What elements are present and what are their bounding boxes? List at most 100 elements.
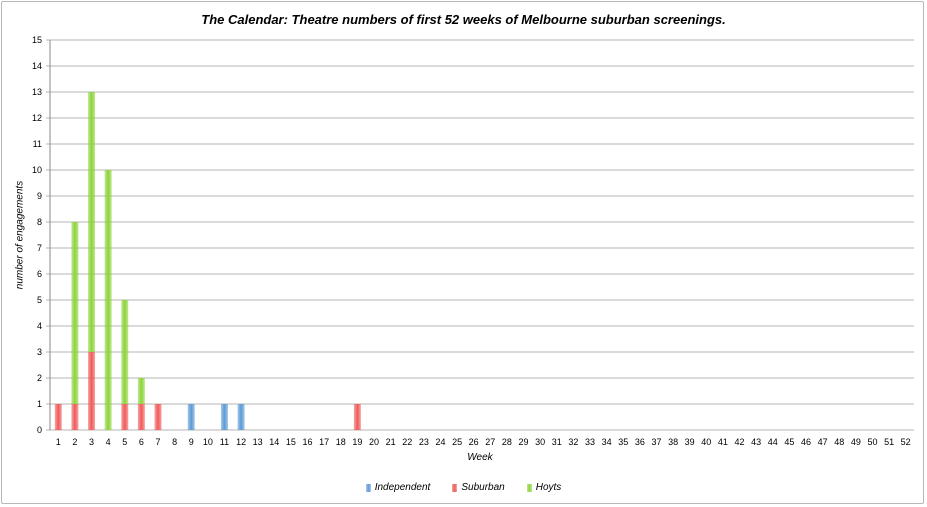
bar-suburban-week-5 bbox=[121, 404, 129, 430]
x-tick-label: 23 bbox=[419, 437, 429, 447]
x-tick-label: 37 bbox=[651, 437, 661, 447]
legend-item-suburban: Suburban bbox=[452, 482, 505, 493]
bar-independent-week-9 bbox=[187, 404, 195, 430]
x-tick-label: 31 bbox=[552, 437, 562, 447]
y-tick-label: 14 bbox=[32, 61, 42, 71]
x-tick-label: 6 bbox=[139, 437, 144, 447]
x-tick-label: 4 bbox=[106, 437, 111, 447]
x-tick-label: 20 bbox=[369, 437, 379, 447]
x-axis-label: Week bbox=[467, 452, 493, 463]
x-tick-label: 49 bbox=[851, 437, 861, 447]
x-tick-label: 41 bbox=[718, 437, 728, 447]
y-tick-label: 7 bbox=[37, 243, 42, 253]
x-tick-label: 25 bbox=[452, 437, 462, 447]
x-tick-label: 10 bbox=[203, 437, 213, 447]
bar-suburban-week-6 bbox=[137, 404, 145, 430]
bar-hoyts-week-5 bbox=[121, 300, 129, 404]
legend-label: Hoyts bbox=[535, 482, 562, 493]
bar-independent-week-12 bbox=[237, 404, 245, 430]
y-tick-label: 5 bbox=[37, 295, 42, 305]
x-tick-label: 47 bbox=[818, 437, 828, 447]
x-tick-label: 39 bbox=[685, 437, 695, 447]
bars bbox=[54, 92, 361, 430]
x-tick-label: 14 bbox=[269, 437, 279, 447]
bar-suburban-week-1 bbox=[54, 404, 62, 430]
y-tick-label: 3 bbox=[37, 347, 42, 357]
x-tick-label: 18 bbox=[336, 437, 346, 447]
y-tick-label: 9 bbox=[37, 191, 42, 201]
x-tick-label: 33 bbox=[585, 437, 595, 447]
x-tick-label: 16 bbox=[303, 437, 313, 447]
x-tick-label: 36 bbox=[635, 437, 645, 447]
y-tick-label: 6 bbox=[37, 269, 42, 279]
x-tick-label: 11 bbox=[220, 437, 229, 447]
y-tick-label: 4 bbox=[37, 321, 42, 331]
x-tick-label: 21 bbox=[386, 437, 396, 447]
x-tick-label: 40 bbox=[701, 437, 711, 447]
y-tick-label: 15 bbox=[32, 35, 42, 45]
x-tick-label: 24 bbox=[435, 437, 445, 447]
x-tick-label: 5 bbox=[122, 437, 127, 447]
x-tick-label: 12 bbox=[236, 437, 246, 447]
x-tick-label: 45 bbox=[784, 437, 794, 447]
legend-swatch bbox=[365, 483, 371, 492]
y-tick-label: 0 bbox=[37, 425, 42, 435]
bar-hoyts-week-2 bbox=[71, 222, 79, 404]
chart-title: The Calendar: Theatre numbers of first 5… bbox=[201, 12, 726, 27]
legend-label: Independent bbox=[374, 482, 431, 493]
y-tick-label: 1 bbox=[37, 399, 42, 409]
x-tick-label: 43 bbox=[751, 437, 761, 447]
x-tick-label: 50 bbox=[867, 437, 877, 447]
bar-hoyts-week-4 bbox=[104, 170, 112, 430]
bar-suburban-week-3 bbox=[88, 352, 96, 430]
x-tick-label: 44 bbox=[768, 437, 778, 447]
x-tick-label: 22 bbox=[402, 437, 412, 447]
bar-independent-week-11 bbox=[220, 404, 228, 430]
y-tick-label: 8 bbox=[37, 217, 42, 227]
x-tick-label: 8 bbox=[172, 437, 177, 447]
x-tick-label: 13 bbox=[253, 437, 263, 447]
x-tick-label: 2 bbox=[72, 437, 77, 447]
x-tick-labels: 1 2 3 4 5 6 7 8 9 10 11 12 13 14 15 16 17 18 19 20 21 22 23 24 2… bbox=[56, 437, 911, 447]
y-tick-label: 13 bbox=[32, 87, 42, 97]
x-tick-label: 26 bbox=[469, 437, 479, 447]
x-tick-label: 27 bbox=[485, 437, 495, 447]
y-tick-label: 10 bbox=[32, 165, 42, 175]
bar-suburban-week-7 bbox=[154, 404, 162, 430]
x-tick-label: 51 bbox=[884, 437, 894, 447]
x-tick-label: 15 bbox=[286, 437, 296, 447]
x-tick-label: 30 bbox=[535, 437, 545, 447]
x-tick-label: 32 bbox=[568, 437, 578, 447]
x-tick-label: 48 bbox=[834, 437, 844, 447]
y-tick-label: 11 bbox=[33, 139, 42, 149]
legend-item-hoyts: Hoyts bbox=[526, 482, 562, 493]
x-tick-label: 46 bbox=[801, 437, 811, 447]
x-tick-label: 1 bbox=[56, 437, 61, 447]
legend-swatch bbox=[452, 483, 458, 492]
y-tick-label: 12 bbox=[32, 113, 42, 123]
bar-hoyts-week-3 bbox=[88, 92, 96, 352]
bar-suburban-week-2 bbox=[71, 404, 79, 430]
x-tick-label: 17 bbox=[319, 437, 329, 447]
x-tick-label: 9 bbox=[189, 437, 194, 447]
gridlines bbox=[46, 39, 914, 431]
legend-swatch bbox=[526, 483, 532, 492]
x-tick-label: 34 bbox=[602, 437, 612, 447]
x-tick-label: 19 bbox=[352, 437, 362, 447]
legend: Independent Suburban Hoyts bbox=[0, 482, 927, 493]
y-tick-label: 2 bbox=[37, 373, 42, 383]
bar-suburban-week-19 bbox=[353, 404, 361, 430]
x-tick-label: 28 bbox=[502, 437, 512, 447]
x-tick-label: 29 bbox=[519, 437, 529, 447]
x-tick-label: 35 bbox=[618, 437, 628, 447]
legend-item-independent: Independent bbox=[365, 482, 431, 493]
x-tick-label: 3 bbox=[89, 437, 94, 447]
legend-label: Suburban bbox=[461, 482, 505, 493]
x-tick-label: 52 bbox=[901, 437, 911, 447]
x-tick-label: 42 bbox=[735, 437, 745, 447]
x-tick-label: 38 bbox=[668, 437, 678, 447]
bar-hoyts-week-6 bbox=[137, 378, 145, 404]
x-tick-label: 7 bbox=[155, 437, 160, 447]
